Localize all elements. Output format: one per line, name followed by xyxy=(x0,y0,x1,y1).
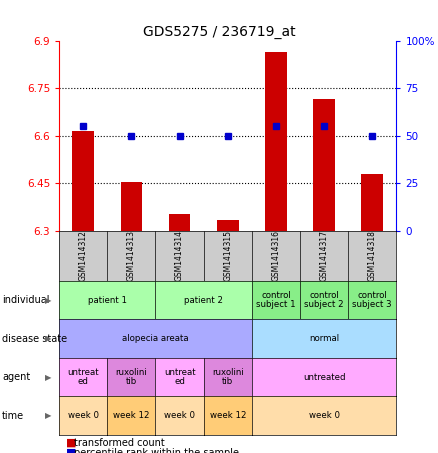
Text: alopecia areata: alopecia areata xyxy=(122,334,189,343)
Text: ▶: ▶ xyxy=(45,334,51,343)
Text: GSM1414312: GSM1414312 xyxy=(79,231,88,281)
Bar xyxy=(169,214,191,231)
Text: GDS5275 / 236719_at: GDS5275 / 236719_at xyxy=(143,25,295,39)
Text: disease state: disease state xyxy=(2,333,67,344)
Text: normal: normal xyxy=(309,334,339,343)
Text: patient 1: patient 1 xyxy=(88,296,127,304)
Bar xyxy=(361,174,383,231)
Text: ■: ■ xyxy=(66,438,76,448)
Bar xyxy=(120,182,142,231)
Text: week 0: week 0 xyxy=(164,411,195,420)
Text: GSM1414313: GSM1414313 xyxy=(127,231,136,281)
Text: ruxolini
tib: ruxolini tib xyxy=(212,368,244,386)
Text: untreated: untreated xyxy=(303,373,346,381)
Text: GSM1414316: GSM1414316 xyxy=(272,231,280,281)
Text: GSM1414314: GSM1414314 xyxy=(175,231,184,281)
Text: GSM1414315: GSM1414315 xyxy=(223,231,232,281)
Text: individual: individual xyxy=(2,295,49,305)
Text: untreat
ed: untreat ed xyxy=(164,368,195,386)
Text: percentile rank within the sample: percentile rank within the sample xyxy=(74,448,240,453)
Text: week 12: week 12 xyxy=(209,411,246,420)
Text: week 0: week 0 xyxy=(68,411,99,420)
Text: GSM1414318: GSM1414318 xyxy=(368,231,377,281)
Text: ruxolini
tib: ruxolini tib xyxy=(116,368,147,386)
Bar xyxy=(265,52,287,231)
Text: untreat
ed: untreat ed xyxy=(67,368,99,386)
Bar xyxy=(217,220,239,231)
Text: time: time xyxy=(2,410,25,421)
Text: agent: agent xyxy=(2,372,30,382)
Text: control
subject 2: control subject 2 xyxy=(304,291,344,309)
Text: ▶: ▶ xyxy=(45,411,51,420)
Text: week 0: week 0 xyxy=(309,411,339,420)
Text: ■: ■ xyxy=(66,448,76,453)
Bar xyxy=(313,100,335,231)
Text: control
subject 1: control subject 1 xyxy=(256,291,296,309)
Text: control
subject 3: control subject 3 xyxy=(353,291,392,309)
Bar xyxy=(72,131,94,231)
Text: ▶: ▶ xyxy=(45,373,51,381)
Text: patient 2: patient 2 xyxy=(184,296,223,304)
Text: GSM1414317: GSM1414317 xyxy=(320,231,328,281)
Text: transformed count: transformed count xyxy=(74,438,165,448)
Text: week 12: week 12 xyxy=(113,411,150,420)
Text: ▶: ▶ xyxy=(45,296,51,304)
